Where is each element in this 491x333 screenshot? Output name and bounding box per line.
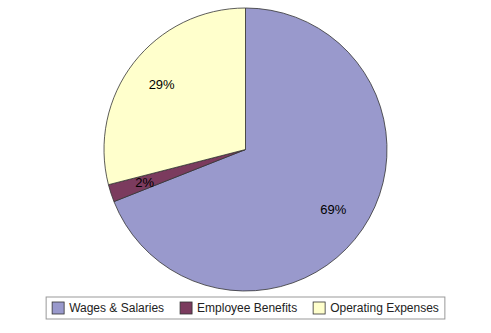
legend-swatch [313, 302, 325, 314]
data-label: 2% [135, 175, 154, 190]
legend-frame [46, 297, 445, 319]
data-labels: 69% 2% 29% [135, 77, 347, 217]
legend-item: Wages & Salaries [52, 301, 164, 315]
legend-label: Employee Benefits [197, 301, 297, 315]
data-label: 29% [149, 77, 175, 92]
legend-item: Operating Expenses [313, 301, 439, 315]
legend-label: Operating Expenses [330, 301, 439, 315]
legend: Wages & Salaries Employee Benefits Operati… [46, 297, 445, 319]
pie [104, 8, 387, 291]
pie-slice [104, 8, 246, 185]
data-label: 69% [320, 202, 346, 217]
legend-label: Wages & Salaries [69, 301, 164, 315]
legend-swatch [52, 302, 64, 314]
chart: 69% 2% 29% Wages & Salaries Employee Benefit… [0, 0, 491, 333]
legend-item: Employee Benefits [180, 301, 297, 315]
legend-swatch [180, 302, 192, 314]
